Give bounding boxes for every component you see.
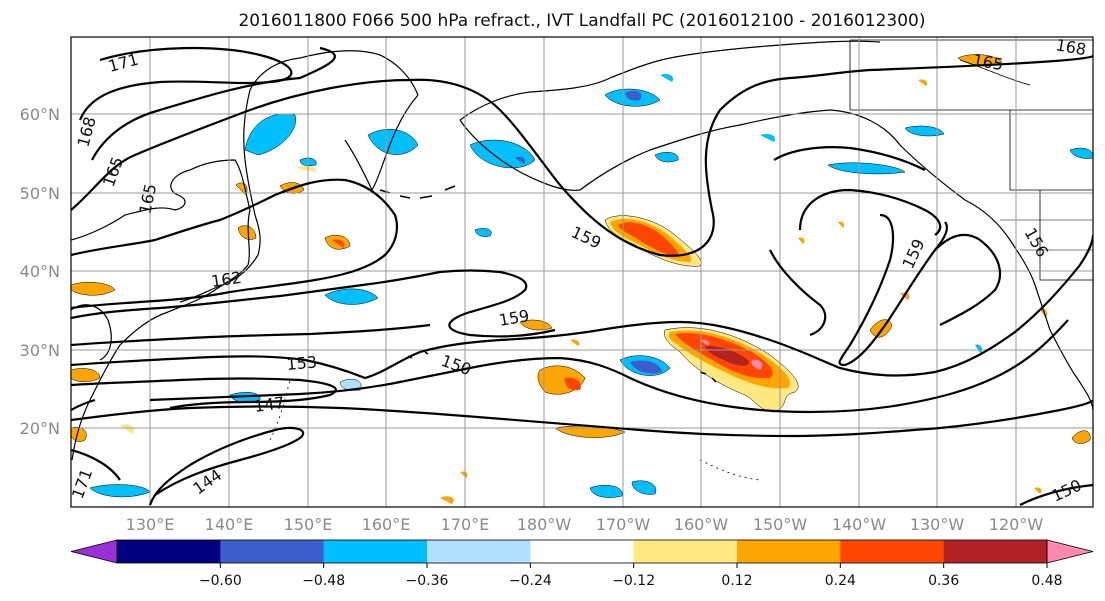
lat-label: 40°N [20, 262, 60, 281]
lat-label: 50°N [20, 184, 60, 203]
contour-label: 162 [210, 268, 243, 291]
colorbar-tick-label: 0.24 [825, 573, 856, 589]
lon-label: 140°E [205, 515, 254, 534]
colorbar-tick-label: 0.48 [1031, 573, 1062, 589]
contour-label: 168 [1054, 35, 1087, 59]
height-contours [71, 46, 1093, 506]
colorbar-segment [840, 540, 945, 563]
contour-label: 153 [286, 352, 318, 374]
lat-label: 20°N [20, 419, 60, 438]
lon-label: 160°E [362, 515, 411, 534]
colorbar-segment [530, 540, 635, 563]
colorbar-tick-label: −0.12 [612, 573, 655, 589]
colorbar-segment [323, 540, 428, 563]
lon-label: 170°W [596, 515, 651, 534]
colorbar-tick-label: −0.60 [199, 573, 242, 589]
longitude-labels: 130°E 140°E 150°E 160°E 170°E 180°W 170°… [126, 515, 1044, 534]
map-frame [70, 36, 1094, 508]
colorbar-segment [737, 540, 841, 563]
figure-title: 2016011800 F066 500 hPa refract., IVT La… [238, 11, 925, 31]
colorbar-extend-max [1046, 539, 1094, 564]
map-content: 171 168 165 165 162 159 159 159 156 153 … [71, 35, 1093, 507]
colorbar-segment [220, 540, 325, 563]
lon-label: 160°W [674, 515, 729, 534]
lon-label: 140°W [832, 515, 887, 534]
lon-label: 130°E [126, 515, 175, 534]
lon-label: 170°E [441, 515, 490, 534]
colorbar-segment [427, 540, 531, 563]
colorbar-segment [943, 540, 1048, 563]
colorbar: −0.60 −0.48 −0.36 −0.24 −0.12 0.12 0.24 0.36 0.4… [70, 539, 1094, 589]
lat-label: 60°N [20, 105, 60, 124]
lon-label: 150°W [753, 515, 808, 534]
lon-label: 130°W [910, 515, 965, 534]
colorbar-frame [116, 539, 1048, 564]
colorbar-segment [117, 540, 221, 563]
latitude-labels: 60°N 50°N 40°N 30°N 20°N [20, 105, 60, 438]
colorbar-extend-min [70, 539, 118, 564]
colorbar-tick-label: −0.36 [406, 573, 449, 589]
contour-label: 147 [253, 393, 286, 416]
lon-label: 150°E [284, 515, 333, 534]
filled-anomalies [89, 73, 1093, 498]
lon-label: 120°W [989, 515, 1044, 534]
colorbar-tick-label: 0.36 [928, 573, 959, 589]
colorbar-tick-label: −0.48 [302, 573, 345, 589]
lon-label: 180°W [517, 515, 572, 534]
colorbar-tick-label: 0.12 [721, 573, 752, 589]
colorbar-tick-label: −0.24 [509, 573, 552, 589]
lat-label: 30°N [20, 341, 60, 360]
colorbar-segment [633, 540, 738, 563]
